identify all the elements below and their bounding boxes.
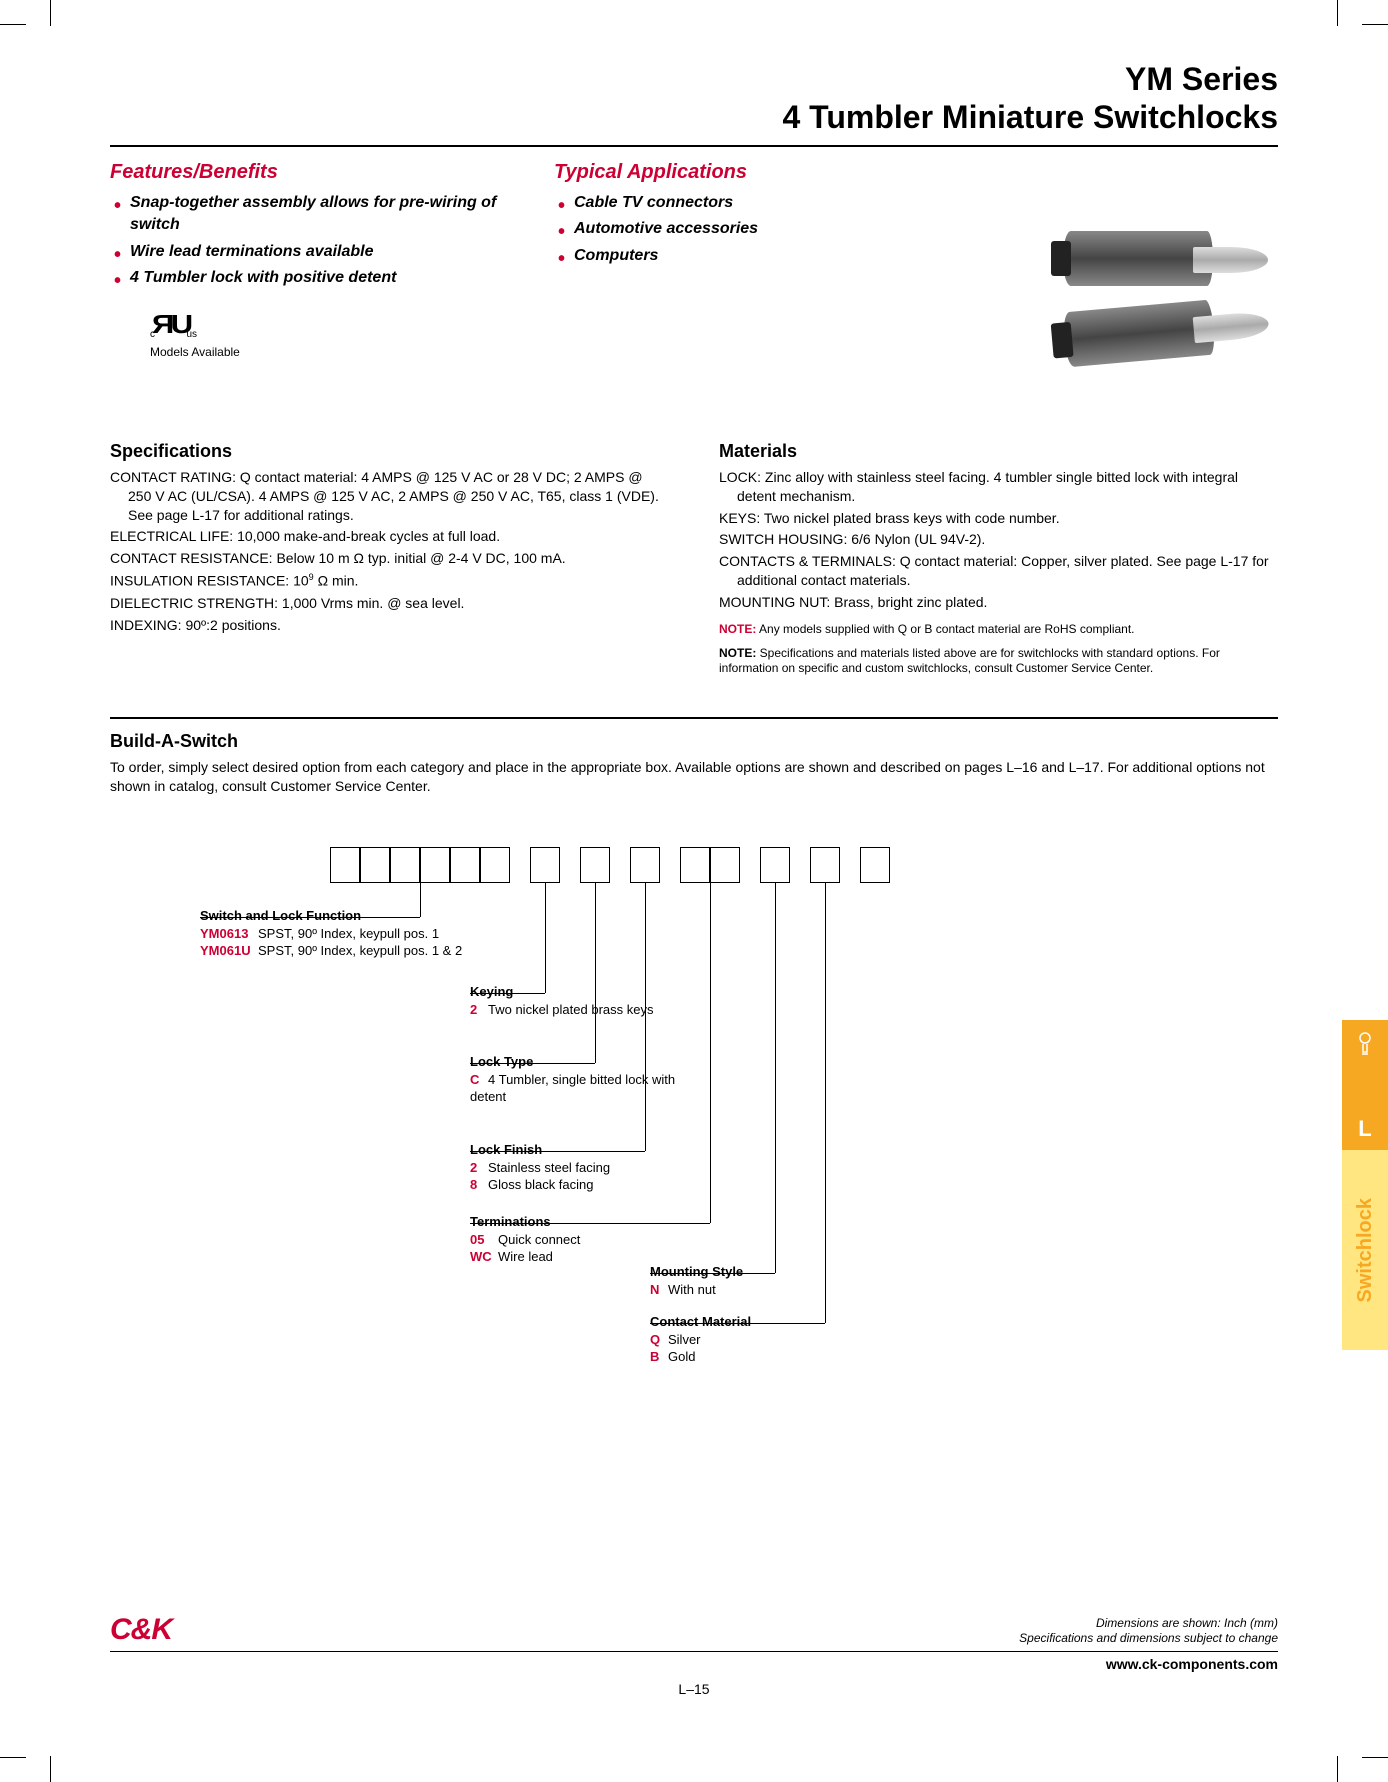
- footer-url: www.ck-components.com: [1106, 1656, 1278, 1672]
- switchlock-icon: [1353, 1030, 1377, 1060]
- ck-logo: C&K: [110, 1613, 172, 1647]
- applications-column: Typical Applications Cable TV connectors…: [554, 161, 968, 421]
- order-box: [630, 847, 660, 883]
- feature-item: Snap-together assembly allows for pre-wi…: [110, 192, 524, 237]
- spec-item: ELECTRICAL LIFE: 10,000 make-and-break c…: [110, 527, 669, 546]
- specifications-column: Specifications CONTACT RATING: Q contact…: [110, 441, 669, 677]
- order-box: [450, 847, 480, 883]
- option-mounting: Mounting Style NWith nut: [650, 1263, 743, 1298]
- note-general: NOTE: Specifications and materials liste…: [719, 646, 1278, 677]
- page-title: YM Series 4 Tumbler Miniature Switchlock…: [110, 60, 1278, 137]
- divider: [110, 145, 1278, 147]
- option-contact: Contact Material QSilver BGold: [650, 1313, 751, 1366]
- material-item: SWITCH HOUSING: 6/6 Nylon (UL 94V-2).: [719, 530, 1278, 549]
- order-box: [680, 847, 710, 883]
- order-box: [480, 847, 510, 883]
- order-box: [360, 847, 390, 883]
- title-line2: 4 Tumbler Miniature Switchlocks: [110, 98, 1278, 136]
- switchlock-image: [1062, 299, 1216, 367]
- build-a-switch-diagram: Switch and Lock Function YM0613SPST, 90º…: [110, 847, 1278, 1367]
- materials-heading: Materials: [719, 441, 1278, 462]
- order-box: [530, 847, 560, 883]
- option-lock-finish: Lock Finish 2Stainless steel facing 8Glo…: [470, 1141, 610, 1194]
- certification-block: cЯUus Models Available: [150, 309, 524, 358]
- option-keying: Keying 2Two nickel plated brass keys: [470, 983, 653, 1018]
- applications-list: Cable TV connectors Automotive accessori…: [554, 192, 968, 267]
- material-item: CONTACTS & TERMINALS: Q contact material…: [719, 552, 1278, 590]
- option-switch-function: Switch and Lock Function YM0613SPST, 90º…: [200, 907, 462, 960]
- material-item: KEYS: Two nickel plated brass keys with …: [719, 509, 1278, 528]
- application-item: Cable TV connectors: [554, 192, 968, 214]
- divider: [110, 717, 1278, 719]
- option-terminations: Terminations 05Quick connect WCWire lead: [470, 1213, 580, 1266]
- applications-heading: Typical Applications: [554, 161, 968, 184]
- feature-item: 4 Tumbler lock with positive detent: [110, 267, 524, 289]
- order-boxes-row: [330, 847, 910, 883]
- title-line1: YM Series: [110, 60, 1278, 98]
- features-heading: Features/Benefits: [110, 161, 524, 184]
- order-box: [330, 847, 360, 883]
- specifications-heading: Specifications: [110, 441, 669, 462]
- material-item: MOUNTING NUT: Brass, bright zinc plated.: [719, 593, 1278, 612]
- side-tab-section-letter: L: [1342, 1020, 1388, 1150]
- order-box: [860, 847, 890, 883]
- models-available: Models Available: [150, 345, 524, 359]
- application-item: Automotive accessories: [554, 218, 968, 240]
- switchlock-image: [1063, 231, 1213, 286]
- materials-column: Materials LOCK: Zinc alloy with stainles…: [719, 441, 1278, 677]
- spec-item: CONTACT RATING: Q contact material: 4 AM…: [110, 468, 669, 525]
- product-image: [998, 161, 1278, 421]
- spec-item: INSULATION RESISTANCE: 109 Ω min.: [110, 571, 669, 591]
- spec-item: INDEXING: 90º:2 positions.: [110, 616, 669, 635]
- side-tab-label: Switchlock: [1342, 1150, 1388, 1350]
- note-rohs: NOTE: Any models supplied with Q or B co…: [719, 622, 1278, 638]
- ru-logo: ЯU: [152, 309, 190, 340]
- order-box: [420, 847, 450, 883]
- build-a-switch-desc: To order, simply select desired option f…: [110, 758, 1278, 797]
- spec-item: CONTACT RESISTANCE: Below 10 m Ω typ. in…: [110, 549, 669, 568]
- order-box: [810, 847, 840, 883]
- material-item: LOCK: Zinc alloy with stainless steel fa…: [719, 468, 1278, 506]
- page-number: L–15: [678, 1681, 709, 1697]
- order-box: [710, 847, 740, 883]
- option-lock-type: Lock Type C4 Tumbler, single bitted lock…: [470, 1053, 690, 1106]
- feature-item: Wire lead terminations available: [110, 241, 524, 263]
- side-tab: L Switchlock: [1342, 1020, 1388, 1350]
- features-column: Features/Benefits Snap-together assembly…: [110, 161, 524, 421]
- order-box: [760, 847, 790, 883]
- order-box: [390, 847, 420, 883]
- features-list: Snap-together assembly allows for pre-wi…: [110, 192, 524, 290]
- order-box: [580, 847, 610, 883]
- build-a-switch-heading: Build-A-Switch: [110, 731, 1278, 752]
- footer-dimensions-note: Dimensions are shown: Inch (mm) Specific…: [1019, 1616, 1278, 1647]
- page-footer: C&K Dimensions are shown: Inch (mm) Spec…: [110, 1613, 1278, 1672]
- application-item: Computers: [554, 245, 968, 267]
- spec-item: DIELECTRIC STRENGTH: 1,000 Vrms min. @ s…: [110, 594, 669, 613]
